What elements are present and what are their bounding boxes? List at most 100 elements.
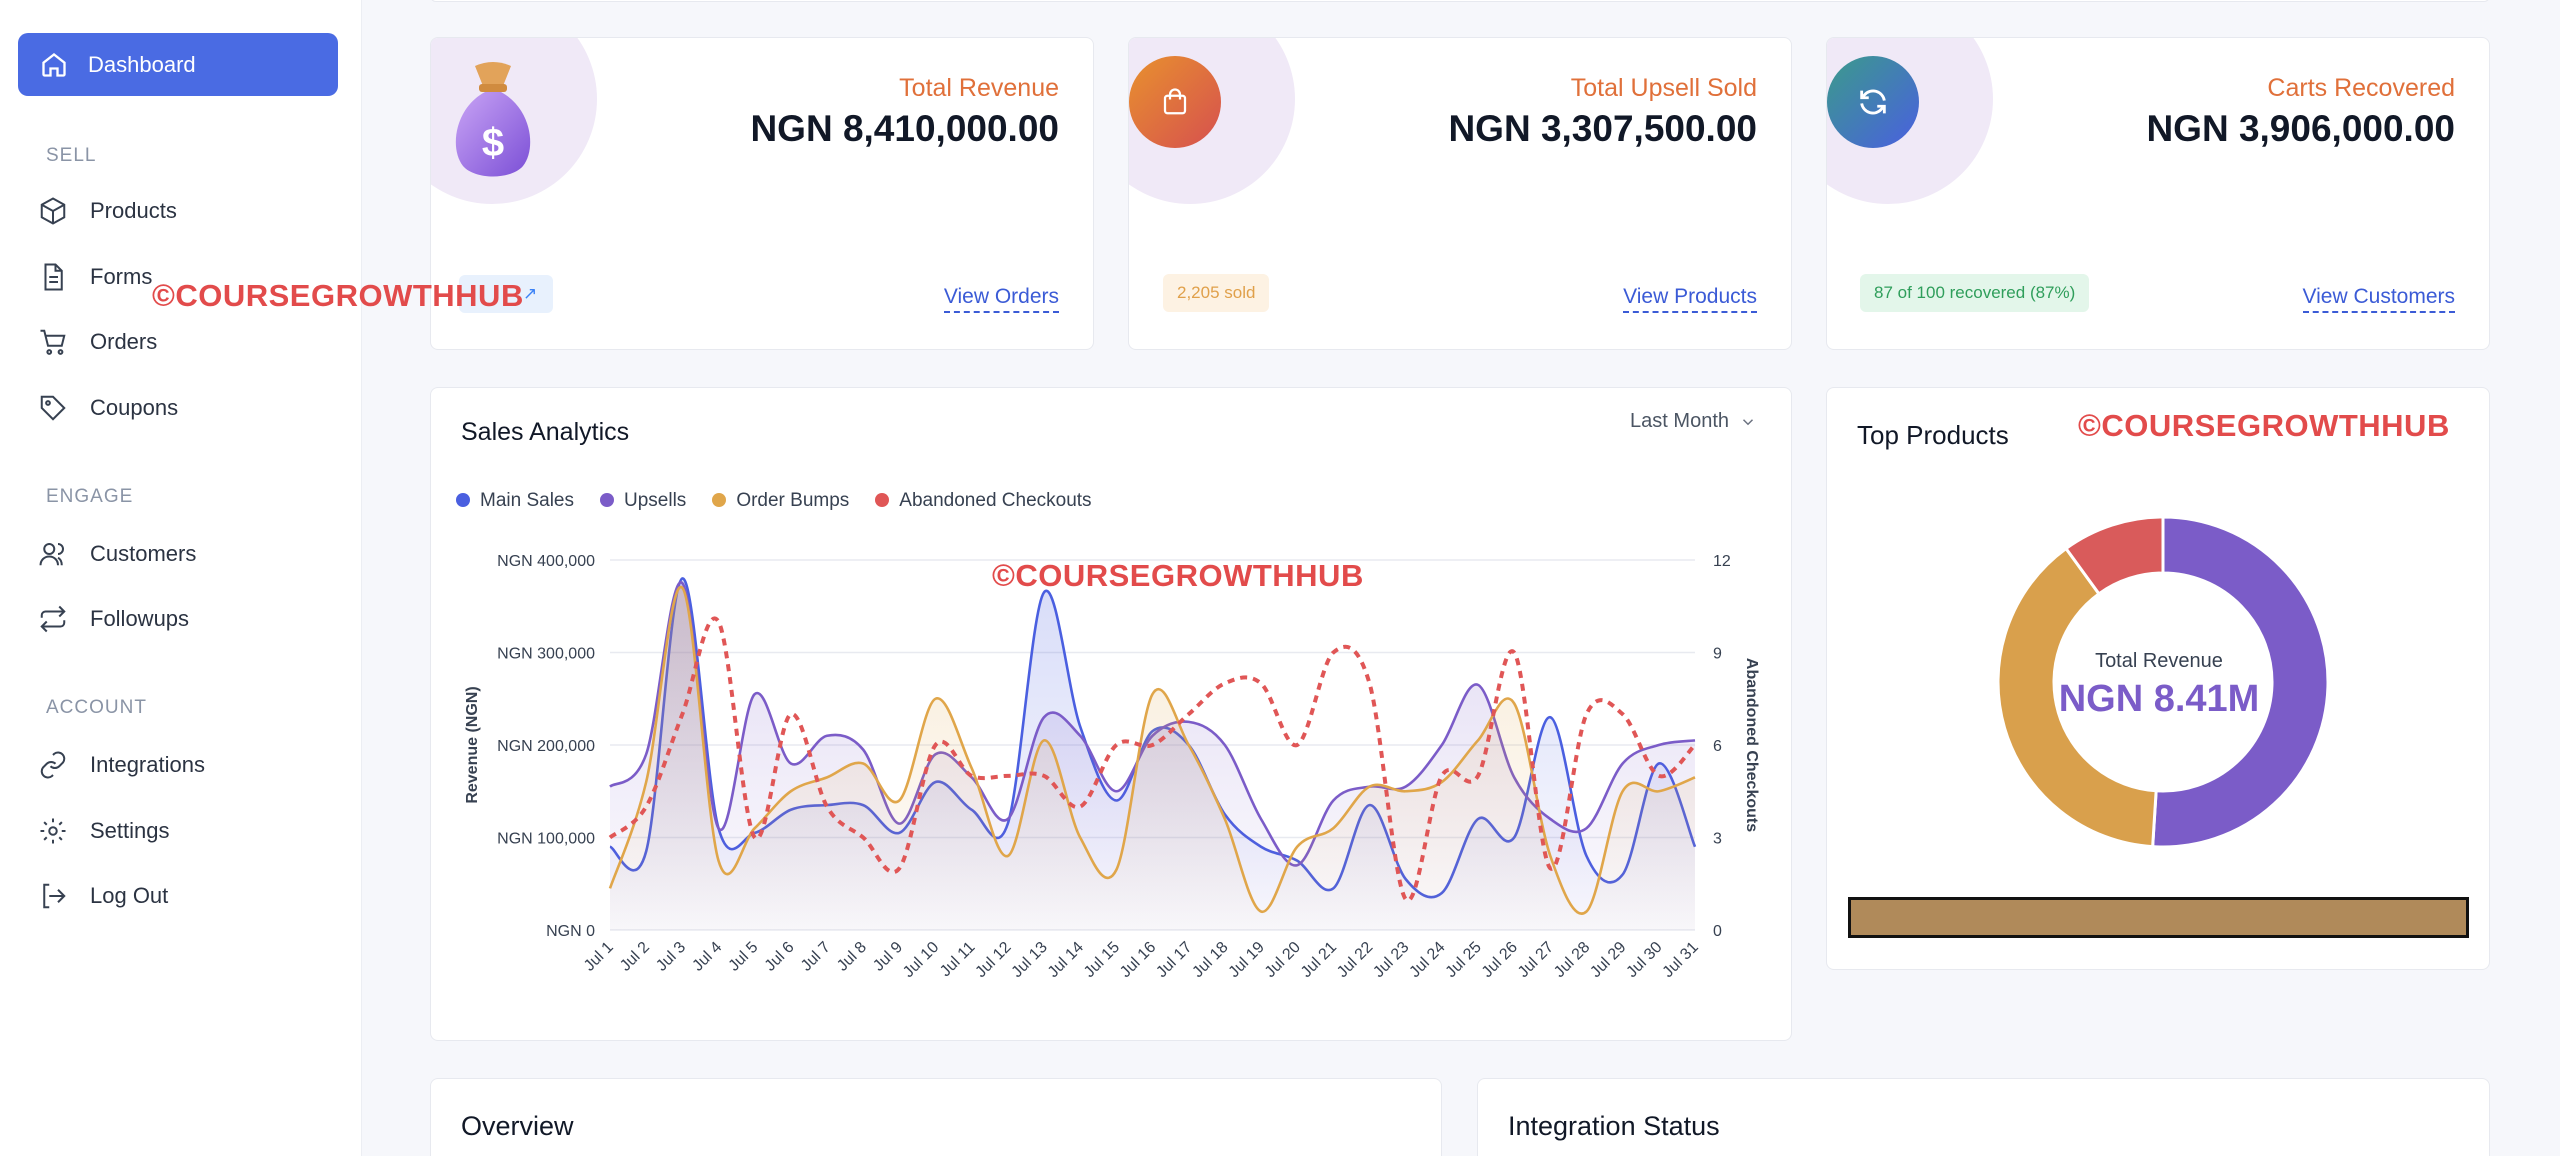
x-tick-label: Jul 22 [1334,939,1376,981]
document-icon [44,263,63,291]
x-tick-label: Jul 27 [1515,939,1557,981]
y-tick-label: NGN 400,000 [497,553,595,570]
home-icon [42,52,66,77]
top-products-title: Top Products [1857,420,2009,450]
x-tick-label: Jul 8 [834,939,870,975]
section-account: ACCOUNT [46,697,147,718]
legend-abandoned[interactable]: Abandoned Checkouts [875,490,1092,512]
nav-coupons[interactable]: Coupons [38,388,178,428]
x-tick-label: Jul 17 [1153,939,1195,981]
stat-card-revenue: $ Total Revenue NGN 8,410,000.00 ↗ View … [430,37,1094,350]
x-tick-label: Jul 18 [1189,939,1231,981]
nav-followups[interactable]: Followups [38,599,189,639]
nav-forms-label: Forms [90,264,153,289]
stat-label: Total Upsell Sold [1570,74,1757,102]
watermark: ©COURSEGROWTHHUB [152,278,524,313]
nav-logout-label: Log Out [90,883,169,908]
nav-integrations[interactable]: Integrations [38,745,205,785]
x-tick-label: Jul 30 [1623,939,1665,981]
legend-main-sales[interactable]: Main Sales [456,490,574,512]
x-tick-label: Jul 20 [1262,939,1304,981]
donut-center-label: Total Revenue [2095,650,2223,672]
overview-title: Overview [461,1111,574,1141]
donut-slice[interactable] [1996,546,2158,849]
legend-label: Order Bumps [736,490,850,511]
nav-orders-label: Orders [90,329,158,354]
nav-forms[interactable]: Forms [38,257,152,297]
integration-card: Integration Status [1477,1078,2490,1156]
nav-dashboard-label: Dashboard [88,51,196,77]
refresh-icon-circle [1827,56,1919,148]
nav-customers-label: Customers [90,541,197,566]
legend-upsells[interactable]: Upsells [600,490,686,512]
gear-icon [40,818,66,844]
x-tick-label: Jul 3 [653,939,689,975]
nav-logout[interactable]: Log Out [38,876,168,916]
donut-slice[interactable] [2063,515,2165,596]
donut-center-value: NGN 8.41M [2058,678,2260,720]
nav-dashboard[interactable]: Dashboard [18,33,338,96]
y2-tick-label: 12 [1713,553,1731,570]
period-select-label: Last Month [1630,410,1729,432]
stat-value: NGN 8,410,000.00 [750,108,1059,149]
sidebar: Dashboard SELL Products Forms Orders Cou… [0,0,362,1156]
y-tick-label: NGN 100,000 [497,831,595,848]
integration-title: Integration Status [1508,1111,1720,1141]
x-tick-label: Jul 2 [617,939,653,975]
watermark: ©COURSEGROWTHHUB [2078,408,2450,443]
section-sell: SELL [46,145,97,166]
x-tick-label: Jul 31 [1660,939,1702,981]
line-abandoned-checkouts [608,616,1697,903]
overview-card: Overview [430,1078,1442,1156]
chevron-down-icon [1742,418,1754,425]
x-tick-label: Jul 11 [937,939,978,980]
stat-value: NGN 3,906,000.00 [2146,108,2455,149]
top-products-donut [1996,515,2330,849]
x-tick-label: Jul 24 [1406,939,1448,981]
logout-icon [43,883,66,909]
y2-tick-label: 9 [1713,646,1722,663]
x-tick-label: Jul 23 [1370,939,1412,981]
x-tick-label: Jul 12 [972,939,1014,981]
nav-products[interactable]: Products [38,191,177,231]
nav-settings-label: Settings [90,818,170,843]
legend-label: Abandoned Checkouts [899,490,1092,511]
bag-icon-circle [1129,56,1221,148]
watermark: ©COURSEGROWTHHUB [992,558,1364,593]
x-tick-label: Jul 29 [1587,939,1629,981]
nav-coupons-label: Coupons [90,395,179,420]
view-orders-link[interactable]: View Orders [943,285,1059,313]
section-engage: ENGAGE [46,486,134,507]
donut-slice[interactable] [2151,515,2330,849]
top-card-remnant [430,0,2490,2]
redacted-bar [1848,897,2469,938]
y-tick-label: NGN 200,000 [497,738,595,755]
stat-card-upsell: Total Upsell Sold NGN 3,307,500.00 2,205… [1128,37,1792,350]
x-tick-label: Jul 7 [798,939,834,975]
legend-label: Main Sales [480,490,574,511]
y2-axis-title: Abandoned Checkouts [1743,658,1760,832]
refresh-icon [1860,89,1886,115]
x-tick-label: Jul 16 [1117,939,1159,981]
nav-settings[interactable]: Settings [38,811,170,851]
stat-label: Total Revenue [899,74,1059,102]
stat-card-carts: Carts Recovered NGN 3,906,000.00 87 of 1… [1826,37,2490,350]
shopping-bag-icon [1163,88,1187,115]
cart-icon [40,329,66,355]
recovered-badge: 87 of 100 recovered (87%) [1860,274,2090,312]
view-customers-link[interactable]: View Customers [2302,285,2455,313]
x-tick-label: Jul 15 [1081,939,1123,981]
legend-order-bumps[interactable]: Order Bumps [712,490,849,512]
stat-label: Carts Recovered [2267,74,2455,102]
x-tick-label: Jul 4 [689,939,725,975]
sold-badge: 2,205 sold [1163,274,1270,312]
y-axis-title: Revenue (NGN) [464,686,481,803]
period-select[interactable]: Last Month [1630,410,1757,433]
chart-legend: Main Sales Upsells Order Bumps Abandoned… [456,490,1092,512]
view-products-link[interactable]: View Products [1623,285,1757,313]
svg-text:$: $ [482,121,504,165]
y2-tick-label: 6 [1713,738,1722,755]
x-tick-label: Jul 21 [1298,939,1340,981]
nav-orders[interactable]: Orders [38,322,157,362]
nav-customers[interactable]: Customers [38,534,196,574]
